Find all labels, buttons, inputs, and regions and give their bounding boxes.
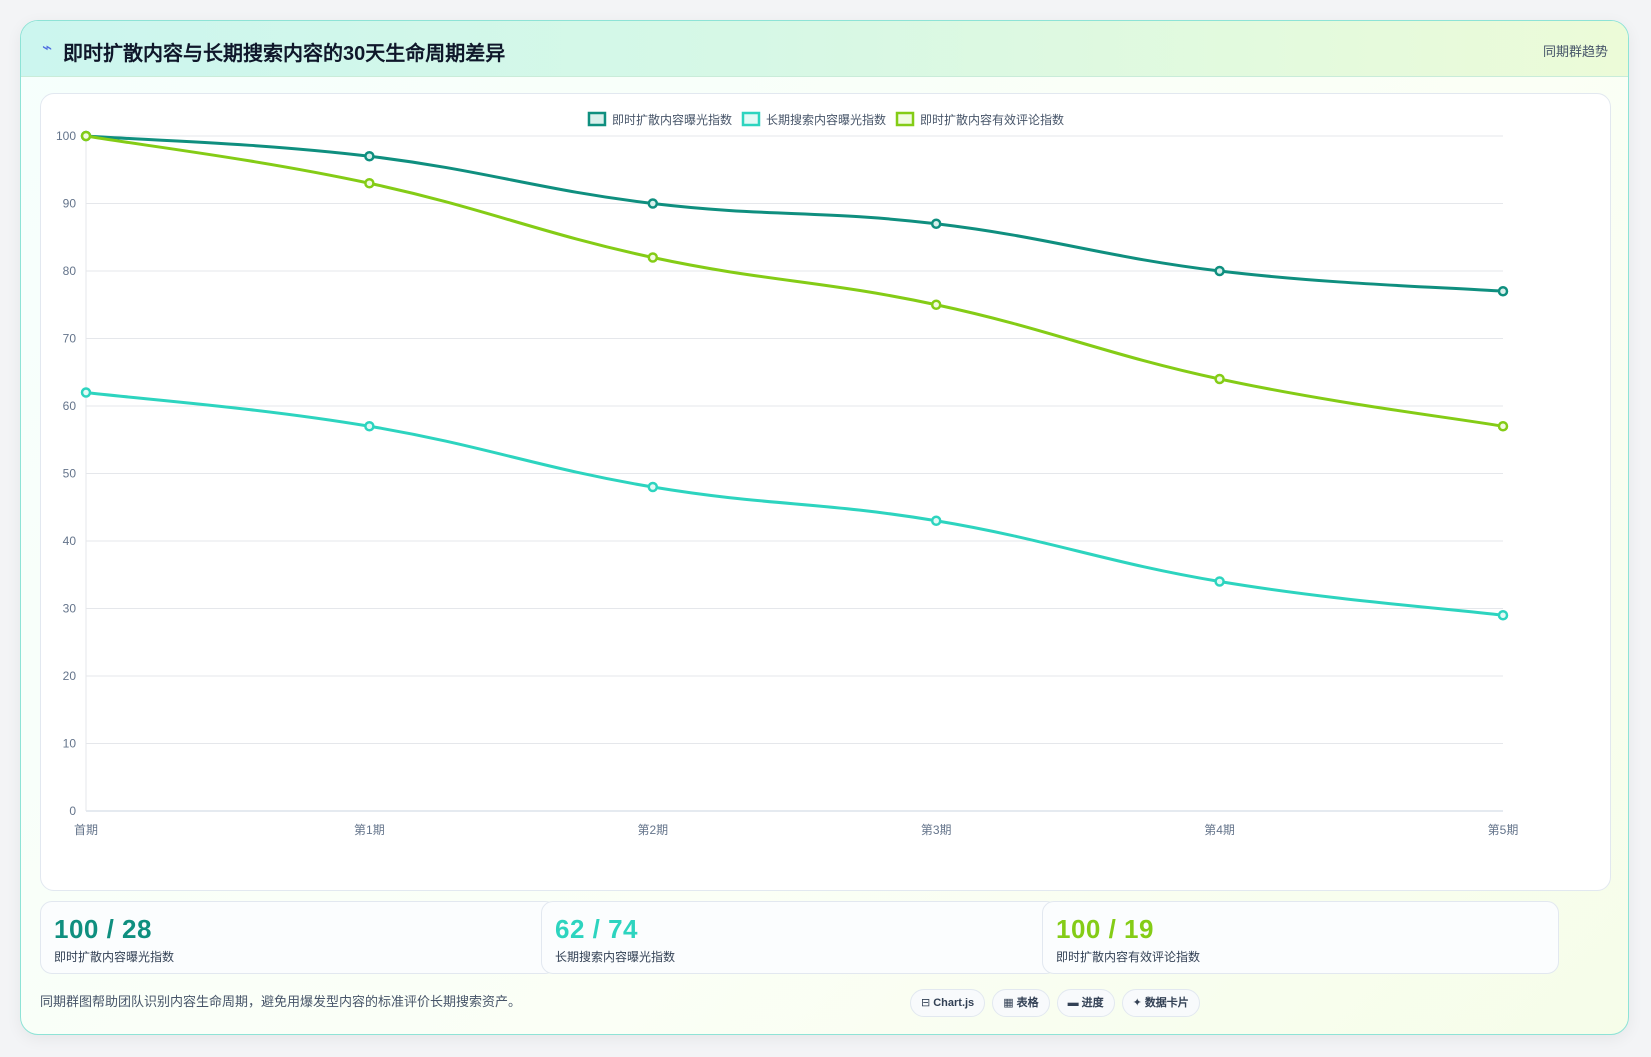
data-point bbox=[1214, 265, 1225, 277]
pill-table[interactable]: ▦ 表格 bbox=[992, 989, 1050, 1017]
data-point bbox=[930, 515, 942, 526]
y-tick-label: 90 bbox=[63, 197, 77, 211]
chart-card: ⌁ 即时扩散内容与长期搜索内容的30天生命周期差异 同期群趋势 0 10 20 30 4… bbox=[20, 20, 1629, 1035]
footnote: 同期群图帮助团队识别内容生命周期，避免用爆发型内容的标准评价长期搜索资产。 bbox=[40, 994, 522, 1009]
stat-label: 即时扩散内容曝光指数 bbox=[54, 950, 175, 964]
stat-label: 长期搜索内容曝光指数 bbox=[555, 950, 676, 964]
stat-cards: 100 / 28 即时扩散内容曝光指数 62 / 74 长期搜索内容曝光指数 1… bbox=[40, 901, 1611, 974]
data-point bbox=[1497, 610, 1509, 621]
card-title: 即时扩散内容与长期搜索内容的30天生命周期差异 bbox=[63, 43, 506, 65]
y-tick-label: 100 bbox=[56, 129, 76, 143]
y-tick-label: 30 bbox=[63, 602, 77, 616]
x-tick-label: 第4期 bbox=[1204, 823, 1235, 837]
data-point bbox=[647, 252, 659, 263]
data-point bbox=[1497, 286, 1509, 297]
y-tick-label: 70 bbox=[63, 332, 77, 346]
legend-swatch[interactable] bbox=[741, 111, 761, 127]
table-icon: ▦ bbox=[1003, 997, 1014, 1009]
series-line bbox=[85, 134, 1504, 428]
stat-card-search-exposure: 62 / 74 长期搜索内容曝光指数 bbox=[541, 901, 1058, 974]
x-tick-label: 第1期 bbox=[354, 823, 385, 837]
pill-label: 数据卡片 bbox=[1144, 997, 1189, 1009]
legend-label[interactable]: 即时扩散内容有效评论指数 bbox=[920, 112, 1064, 127]
view-toggle-pills: ⊟ Chart.js ▦ 表格 ▬ 进度 ✦ 数据卡片 bbox=[910, 989, 1207, 1017]
x-tick-label: 第5期 bbox=[1488, 823, 1519, 837]
stat-value: 62 / 74 bbox=[555, 914, 639, 944]
card-header: ⌁ 即时扩散内容与长期搜索内容的30天生命周期差异 同期群趋势 bbox=[21, 21, 1628, 77]
legend-label[interactable]: 即时扩散内容曝光指数 bbox=[612, 112, 732, 127]
data-point bbox=[1497, 421, 1509, 432]
data-point bbox=[80, 387, 92, 398]
pill-label: Chart.js bbox=[933, 997, 975, 1009]
x-tick-label: 第3期 bbox=[921, 823, 952, 837]
y-tick-label: 60 bbox=[63, 399, 77, 413]
stat-label: 即时扩散内容有效评论指数 bbox=[1056, 950, 1201, 964]
series-line bbox=[85, 391, 1504, 617]
header-tag: 同期群趋势 bbox=[1542, 44, 1608, 59]
data-point bbox=[364, 178, 375, 189]
x-tick-label: 第2期 bbox=[637, 823, 668, 837]
pill-chartjs[interactable]: ⊟ Chart.js bbox=[910, 989, 986, 1017]
line-chart: 0 10 20 30 40 50 60 70 80 90 100 首期 第1期 第2期 第3期 第4期 第5期 即… bbox=[56, 111, 1519, 837]
stat-value: 100 / 19 bbox=[1056, 914, 1154, 944]
series-line bbox=[85, 134, 1504, 293]
trend-line-icon: ⌁ bbox=[42, 38, 53, 57]
y-tick-label: 0 bbox=[69, 804, 76, 818]
progress-icon: ▬ bbox=[1067, 997, 1079, 1009]
x-tick-label: 首期 bbox=[74, 823, 98, 837]
sparkle-icon: ✦ bbox=[1132, 997, 1142, 1009]
data-point bbox=[80, 130, 92, 142]
data-point bbox=[364, 151, 375, 162]
stat-card-instant-comments: 100 / 19 即时扩散内容有效评论指数 bbox=[1042, 901, 1559, 974]
data-point bbox=[930, 218, 942, 229]
data-point bbox=[647, 198, 659, 209]
stat-card-instant-exposure: 100 / 28 即时扩散内容曝光指数 bbox=[40, 901, 557, 974]
pill-progress[interactable]: ▬ 进度 bbox=[1056, 989, 1115, 1017]
chart-icon: ⊟ bbox=[921, 997, 931, 1009]
y-tick-label: 80 bbox=[63, 264, 77, 278]
chart-legend: 即时扩散内容曝光指数 长期搜索内容曝光指数 即时扩散内容有效评论指数 bbox=[587, 111, 1064, 127]
data-point bbox=[1214, 373, 1225, 385]
y-tick-label: 50 bbox=[63, 467, 77, 481]
legend-swatch[interactable] bbox=[587, 111, 607, 127]
y-tick-label: 10 bbox=[63, 737, 77, 751]
legend-swatch[interactable] bbox=[895, 111, 915, 127]
data-point bbox=[1214, 576, 1225, 587]
legend-label[interactable]: 长期搜索内容曝光指数 bbox=[766, 112, 886, 127]
y-tick-label: 40 bbox=[63, 534, 77, 548]
chart-container: 0 10 20 30 40 50 60 70 80 90 100 首期 第1期 第2期 第3期 第4期 第5期 即… bbox=[40, 93, 1611, 891]
pill-label: 表格 bbox=[1016, 997, 1039, 1009]
data-point bbox=[930, 299, 942, 310]
y-tick-label: 20 bbox=[63, 669, 77, 683]
pill-label: 进度 bbox=[1081, 997, 1104, 1009]
pill-data-card[interactable]: ✦ 数据卡片 bbox=[1121, 989, 1200, 1017]
data-point bbox=[364, 421, 375, 432]
data-point bbox=[647, 481, 659, 493]
stat-value: 100 / 28 bbox=[54, 914, 152, 944]
